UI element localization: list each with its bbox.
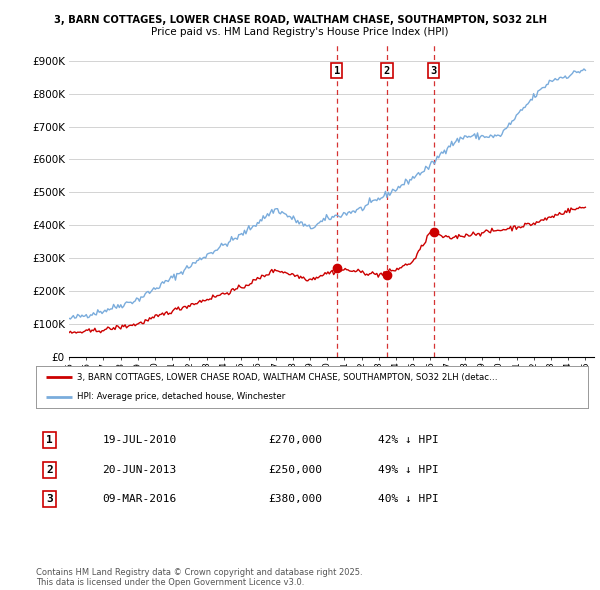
Text: 1: 1 (334, 65, 340, 76)
Text: £250,000: £250,000 (268, 465, 322, 474)
Text: HPI: Average price, detached house, Winchester: HPI: Average price, detached house, Winc… (77, 392, 286, 401)
Text: 3: 3 (431, 65, 437, 76)
Text: 49% ↓ HPI: 49% ↓ HPI (378, 465, 439, 474)
Text: 19-JUL-2010: 19-JUL-2010 (102, 435, 176, 445)
Text: £380,000: £380,000 (268, 494, 322, 504)
Text: 3, BARN COTTAGES, LOWER CHASE ROAD, WALTHAM CHASE, SOUTHAMPTON, SO32 2LH (detac…: 3, BARN COTTAGES, LOWER CHASE ROAD, WALT… (77, 373, 498, 382)
Text: Price paid vs. HM Land Registry's House Price Index (HPI): Price paid vs. HM Land Registry's House … (151, 27, 449, 37)
Text: 2: 2 (384, 65, 390, 76)
Text: Contains HM Land Registry data © Crown copyright and database right 2025.
This d: Contains HM Land Registry data © Crown c… (36, 568, 362, 587)
Text: 40% ↓ HPI: 40% ↓ HPI (378, 494, 439, 504)
Text: 42% ↓ HPI: 42% ↓ HPI (378, 435, 439, 445)
Text: 3: 3 (46, 494, 53, 504)
Text: 20-JUN-2013: 20-JUN-2013 (102, 465, 176, 474)
Text: 1: 1 (46, 435, 53, 445)
Text: 09-MAR-2016: 09-MAR-2016 (102, 494, 176, 504)
Text: £270,000: £270,000 (268, 435, 322, 445)
Text: 2: 2 (46, 465, 53, 474)
Text: 3, BARN COTTAGES, LOWER CHASE ROAD, WALTHAM CHASE, SOUTHAMPTON, SO32 2LH: 3, BARN COTTAGES, LOWER CHASE ROAD, WALT… (53, 15, 547, 25)
